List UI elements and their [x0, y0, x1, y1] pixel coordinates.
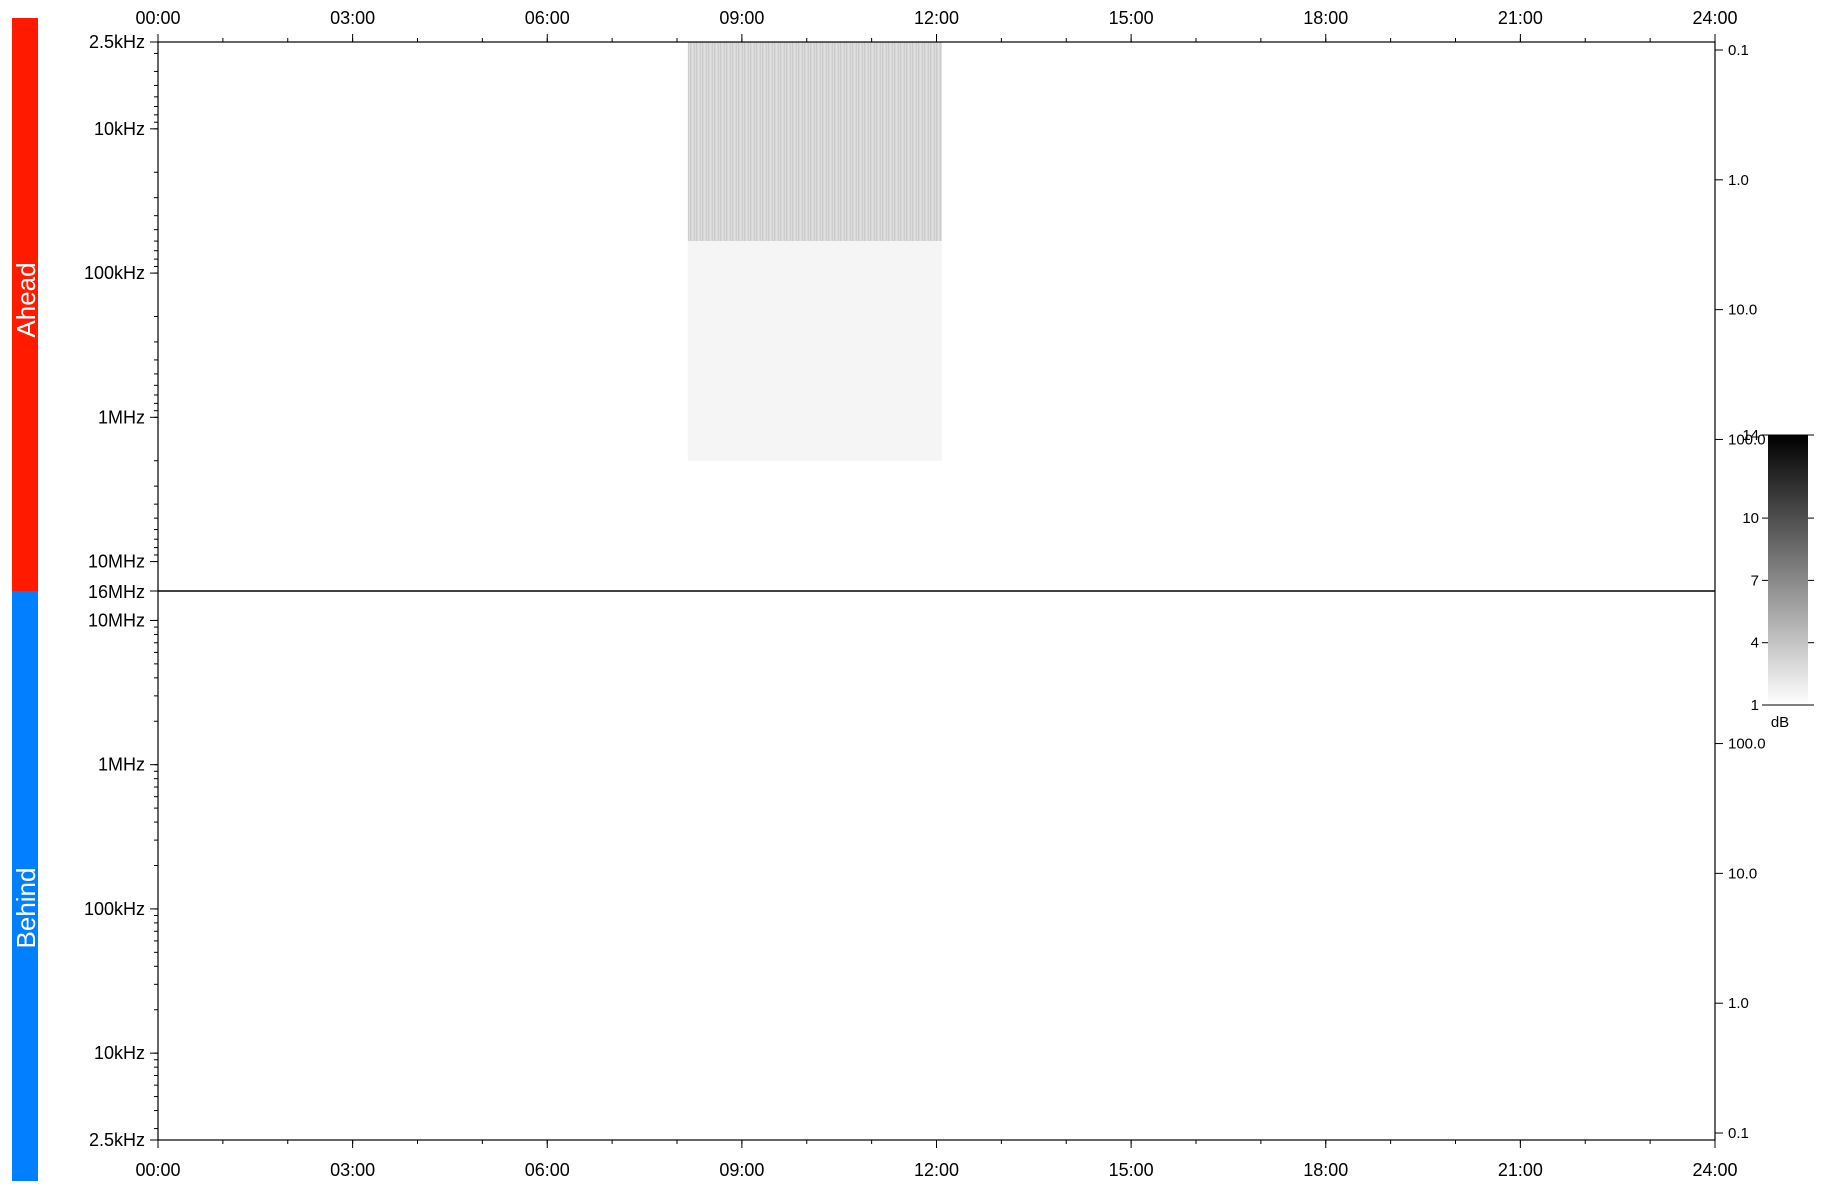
behind-region-bar — [12, 591, 38, 1181]
colorbar-gradient — [1768, 435, 1808, 705]
colorbar-unit-label: dB — [1771, 714, 1789, 731]
time-tick-label-top: 09:00 — [719, 8, 764, 28]
colorbar-tick-label: 10 — [1742, 510, 1759, 527]
distance-tick-label: 1.0 — [1728, 172, 1749, 189]
time-tick-label-bottom: 21:00 — [1498, 1160, 1543, 1180]
frequency-tick-label: 10kHz — [94, 1043, 145, 1063]
spectrogram-block — [687, 42, 942, 242]
colorbar-tick-label: 4 — [1751, 635, 1759, 652]
frequency-axis-ahead: 2.5kHz 10kHz 100kHz 1MHz 10MHz — [84, 32, 158, 572]
distance-tick-label: 0.1 — [1728, 42, 1749, 59]
spectrogram-data — [687, 42, 942, 461]
frequency-tick-label: 10kHz — [94, 119, 145, 139]
time-tick-label-top: 18:00 — [1303, 8, 1348, 28]
colorbar-tick-label: 7 — [1751, 572, 1759, 589]
time-tick-label-bottom: 06:00 — [525, 1160, 570, 1180]
frequency-tick-label: 2.5kHz — [89, 1130, 145, 1150]
ahead-region-bar — [12, 18, 38, 591]
frequency-tick-label: 100kHz — [84, 263, 145, 283]
distance-tick-label: 10.0 — [1728, 302, 1757, 319]
time-tick-label-bottom: 15:00 — [1109, 1160, 1154, 1180]
ahead-region-label: Ahead — [11, 262, 41, 337]
colorbar-tick-label: 1 — [1751, 697, 1759, 714]
time-tick-label-bottom: 18:00 — [1303, 1160, 1348, 1180]
boundary-frequency-label: 16MHz — [88, 582, 145, 602]
time-tick-label-top: 12:00 — [914, 8, 959, 28]
colorbar-tick-label: 14 — [1742, 427, 1759, 444]
frequency-tick-label: 1MHz — [98, 407, 145, 427]
frequency-tick-label: 100kHz — [84, 899, 145, 919]
time-tick-label-top: 00:00 — [135, 8, 180, 28]
distance-tick-label: 100.0 — [1728, 431, 1766, 448]
frequency-axis-behind: 10MHz 1MHz 100kHz 10kHz 2.5kHz — [84, 610, 158, 1150]
spectrogram-block — [687, 241, 942, 461]
time-tick-label-top: 21:00 — [1498, 8, 1543, 28]
distance-axis-ahead: 0.1 1.0 10.0 100.0 — [1715, 42, 1766, 448]
frequency-tick-label: 2.5kHz — [89, 32, 145, 52]
distance-tick-label: 10.0 — [1728, 865, 1757, 882]
distance-tick-label: 100.0 — [1728, 736, 1766, 753]
time-tick-label-top: 15:00 — [1109, 8, 1154, 28]
time-axis-top: 00:00 03:00 06:00 09:00 12:00 15:00 18:00 21:00… — [135, 8, 1738, 42]
frequency-tick-label: 10MHz — [88, 552, 145, 572]
distance-tick-label: 1.0 — [1728, 995, 1749, 1012]
frequency-tick-label: 10MHz — [88, 610, 145, 630]
time-tick-label-top: 03:00 — [330, 8, 375, 28]
time-tick-label-top: 06:00 — [525, 8, 570, 28]
time-tick-label-bottom: 24:00 — [1692, 1160, 1737, 1180]
time-tick-label-top: 24:00 — [1692, 8, 1737, 28]
time-tick-label-bottom: 09:00 — [719, 1160, 764, 1180]
time-tick-label-bottom: 12:00 — [914, 1160, 959, 1180]
behind-region-label: Behind — [11, 868, 41, 949]
distance-axis-behind: 100.0 10.0 1.0 0.1 — [1715, 736, 1766, 1142]
time-tick-label-bottom: 00:00 — [135, 1160, 180, 1180]
frequency-tick-label: 1MHz — [98, 755, 145, 775]
distance-tick-label: 0.1 — [1728, 1125, 1749, 1142]
time-axis-bottom: 00:00 03:00 06:00 09:00 12:00 15:00 18:00 21:00… — [135, 1140, 1738, 1180]
time-tick-label-bottom: 03:00 — [330, 1160, 375, 1180]
